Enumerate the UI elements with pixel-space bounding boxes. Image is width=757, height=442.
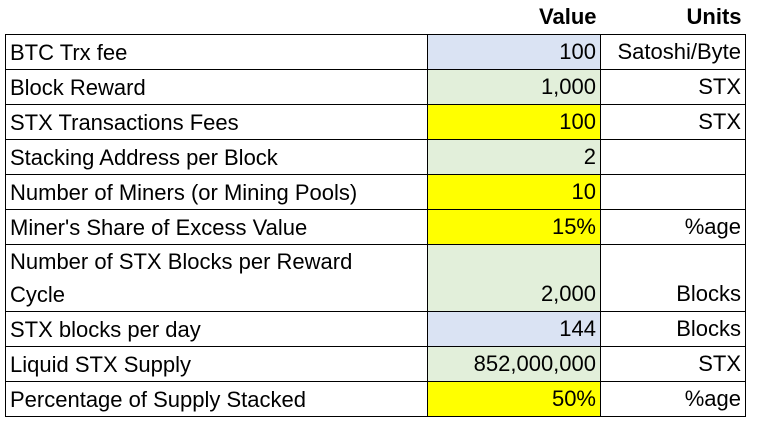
- label-text: STX blocks per day: [10, 317, 201, 342]
- spreadsheet-table: Value Units BTC Trx fee 100 Satoshi/Byte Bl…: [5, 0, 746, 417]
- table-row: BTC Trx fee 100 Satoshi/Byte: [5, 34, 746, 70]
- label-text: Number of STX Blocks per Reward Cycle: [10, 249, 353, 307]
- label-text: Miner's Share of Excess Value: [10, 215, 308, 240]
- value-cell: 15%: [427, 209, 601, 245]
- label-cell: BTC Trx fee: [5, 34, 428, 70]
- table-row: STX blocks per day 144 Blocks: [5, 311, 746, 347]
- label-cell: Liquid STX Supply: [5, 346, 428, 382]
- label-text: Liquid STX Supply: [10, 352, 191, 377]
- unit-cell: Blocks: [600, 244, 746, 312]
- table-body: BTC Trx fee 100 Satoshi/Byte Block Reward 1,…: [5, 34, 746, 417]
- label-cell: Miner's Share of Excess Value: [5, 209, 428, 245]
- table-row: Number of Miners (or Mining Pools) 10: [5, 174, 746, 210]
- table-row: Percentage of Supply Stacked 50% %age: [5, 381, 746, 417]
- unit-cell: [600, 139, 746, 175]
- header-row: Value Units: [6, 0, 746, 35]
- value-cell: 1,000: [427, 69, 601, 105]
- table-row: Block Reward 1,000 STX: [5, 69, 746, 105]
- header-cell: Value: [539, 4, 597, 29]
- label-text: BTC Trx fee: [10, 40, 128, 65]
- label-cell: STX Transactions Fees: [5, 104, 428, 140]
- label-text: Number of Miners (or Mining Pools): [10, 180, 358, 205]
- label-cell: Block Reward: [5, 69, 428, 105]
- value-cell: 100: [427, 104, 601, 140]
- unit-cell: Blocks: [600, 311, 746, 347]
- header-blank: [6, 0, 428, 35]
- label-cell: Percentage of Supply Stacked: [5, 381, 428, 417]
- table-row: Stacking Address per Block 2: [5, 139, 746, 175]
- unit-cell: %age: [600, 381, 746, 417]
- header-cell: Units: [686, 4, 742, 29]
- unit-cell: STX: [600, 104, 746, 140]
- value-cell: 144: [427, 311, 601, 347]
- value-cell: 100: [427, 34, 601, 70]
- label-text: Stacking Address per Block: [10, 145, 278, 170]
- label-cell: Number of Miners (or Mining Pools): [5, 174, 428, 210]
- value-cell: 2: [427, 139, 601, 175]
- table-row: Miner's Share of Excess Value 15% %age: [5, 209, 746, 245]
- label-text: Percentage of Supply Stacked: [10, 387, 306, 412]
- table-row: Liquid STX Supply 852,000,000 STX: [5, 346, 746, 382]
- label-cell: STX blocks per day: [5, 311, 428, 347]
- unit-cell: %age: [600, 209, 746, 245]
- label-text: Block Reward: [10, 75, 146, 100]
- value-cell: 2,000: [427, 244, 601, 312]
- unit-cell: [600, 174, 746, 210]
- unit-cell: STX: [600, 346, 746, 382]
- label-cell: Number of STX Blocks per Reward Cycle: [5, 244, 428, 312]
- table-row: STX Transactions Fees 100 STX: [5, 104, 746, 140]
- value-cell: 10: [427, 174, 601, 210]
- label-cell: Stacking Address per Block: [5, 139, 428, 175]
- label-text: STX Transactions Fees: [10, 110, 239, 135]
- unit-cell: Satoshi/Byte: [600, 34, 746, 70]
- unit-cell: STX: [600, 69, 746, 105]
- value-cell: 50%: [427, 381, 601, 417]
- value-cell: 852,000,000: [427, 346, 601, 382]
- table-row: Number of STX Blocks per Reward Cycle 2,0…: [5, 244, 746, 312]
